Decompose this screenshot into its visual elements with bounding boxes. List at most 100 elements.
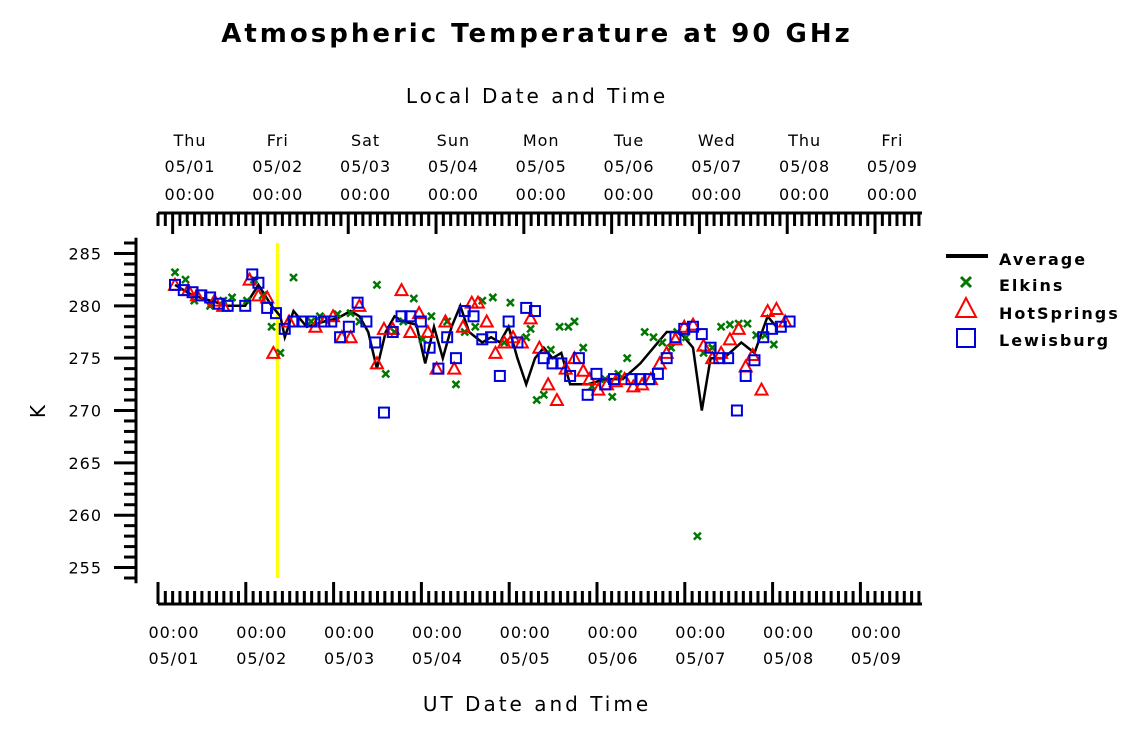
top-tick-time: 00:00 bbox=[164, 185, 215, 204]
elkins-point-stroke bbox=[555, 322, 564, 332]
lewisburg-point bbox=[377, 406, 390, 419]
bottom-tick-date: 05/05 bbox=[500, 649, 551, 668]
elkins-point bbox=[578, 343, 588, 353]
bottom-tick-time: 00:00 bbox=[851, 623, 902, 642]
lewisburg-point bbox=[204, 291, 217, 304]
elkins-point bbox=[681, 332, 691, 342]
elkins-point bbox=[532, 395, 542, 405]
lewisburg-point bbox=[476, 333, 489, 346]
legend-elkins-swatch bbox=[959, 275, 973, 289]
elkins-point bbox=[716, 322, 726, 332]
lewisburg-point bbox=[360, 315, 373, 328]
chart-title: Atmospheric Temperature at 90 GHz bbox=[221, 19, 853, 49]
elkins-point-stroke bbox=[442, 317, 452, 326]
elkins-point bbox=[725, 320, 735, 330]
legend-hotsprings-swatch bbox=[954, 295, 978, 318]
lewisburg-point bbox=[713, 352, 726, 365]
top-tick-day: Fri bbox=[267, 131, 289, 150]
elkins-point-stroke bbox=[532, 395, 542, 405]
lewisburg-point bbox=[177, 284, 190, 297]
lewisburg-point bbox=[608, 373, 620, 386]
bottom-tick-date: 05/06 bbox=[587, 649, 638, 668]
elkins-point bbox=[170, 267, 180, 277]
legend: Average Elkins HotSprings Lewisburg bbox=[946, 250, 1118, 350]
y-tick-label: 275 bbox=[68, 349, 102, 368]
hotsprings-point bbox=[470, 294, 486, 309]
bottom-tick-date: 05/01 bbox=[148, 649, 199, 668]
top-tick-day: Fri bbox=[881, 131, 903, 150]
hotsprings-point bbox=[768, 300, 785, 315]
elkins-point bbox=[227, 293, 237, 302]
bottom-tick-time: 00:00 bbox=[148, 623, 199, 642]
y-tick-label: 255 bbox=[68, 559, 102, 578]
lewisburg-point bbox=[651, 367, 664, 380]
elkins-point bbox=[607, 392, 617, 402]
bottom-tick-time: 00:00 bbox=[675, 623, 726, 642]
hotsprings-point bbox=[575, 362, 591, 377]
elkins-point bbox=[181, 275, 190, 285]
elkins-point-stroke bbox=[526, 324, 535, 334]
hotsprings-point bbox=[540, 376, 556, 391]
lewisburg-point bbox=[528, 305, 541, 318]
elkins-point-stroke bbox=[426, 311, 436, 321]
bottom-tick-time: 00:00 bbox=[324, 623, 375, 642]
elkins-point-stroke bbox=[306, 317, 316, 326]
legend-item-hotsprings: HotSprings bbox=[954, 295, 1118, 323]
top-tick-time: 00:00 bbox=[516, 185, 567, 204]
hotsprings-point bbox=[625, 378, 642, 393]
elkins-point bbox=[451, 379, 461, 389]
lewisburg-point bbox=[252, 276, 265, 289]
lewisburg-point bbox=[351, 296, 364, 309]
elkins-point-stroke bbox=[649, 332, 658, 342]
lewisburg-point bbox=[342, 320, 355, 333]
lewisburg-point bbox=[695, 328, 708, 341]
lewisburg-point bbox=[441, 331, 454, 344]
hotsprings-point bbox=[420, 323, 436, 338]
lewisburg-point bbox=[386, 325, 399, 338]
hotsprings-point bbox=[455, 318, 471, 333]
elkins-point-stroke bbox=[657, 338, 667, 347]
legend-item-lewisburg: Lewisburg bbox=[956, 328, 1108, 350]
bottom-tick-time: 00:00 bbox=[500, 623, 551, 642]
elkins-point-stroke bbox=[769, 340, 779, 349]
lewisburg-point bbox=[325, 315, 338, 328]
top-tick-time: 00:00 bbox=[603, 185, 654, 204]
lewisburg-point bbox=[757, 331, 770, 344]
hotsprings-point bbox=[393, 282, 410, 297]
y-tick-label: 280 bbox=[68, 297, 102, 316]
hotsprings-point bbox=[695, 337, 712, 352]
elkins-point bbox=[570, 317, 579, 326]
top-tick-day: Thu bbox=[172, 131, 206, 150]
elkins-point bbox=[769, 340, 779, 349]
lewisburg-point bbox=[305, 315, 318, 328]
elkins-point-stroke bbox=[570, 317, 579, 326]
top-tick-time: 00:00 bbox=[428, 185, 479, 204]
lewisburg-point bbox=[239, 299, 252, 312]
legend-average-label: Average bbox=[999, 250, 1087, 269]
lewisburg-point bbox=[669, 331, 682, 344]
elkins-point-stroke bbox=[227, 293, 237, 302]
lewisburg-point bbox=[783, 315, 796, 328]
lewisburg-point bbox=[572, 352, 585, 365]
bottom-tick-date: 05/03 bbox=[324, 649, 375, 668]
lewisburg-point bbox=[660, 352, 673, 365]
elkins-point-stroke bbox=[607, 392, 617, 402]
lewisburg-point bbox=[687, 320, 700, 333]
lewisburg-point bbox=[625, 373, 638, 386]
hotsprings-point bbox=[753, 381, 770, 396]
elkins-point bbox=[409, 294, 419, 303]
elkins-point-stroke bbox=[539, 390, 549, 400]
y-tick-label: 285 bbox=[68, 244, 102, 263]
elkins-point bbox=[622, 353, 632, 363]
lewisburg-point bbox=[581, 388, 594, 401]
hotsprings-point bbox=[250, 287, 267, 302]
elkins-point bbox=[546, 345, 556, 355]
legend-lewisburg-swatch bbox=[956, 328, 976, 348]
hotsprings-point bbox=[369, 355, 385, 370]
top-tick-day: Sun bbox=[437, 131, 470, 150]
elkins-point-stroke bbox=[381, 369, 391, 379]
elkins-point bbox=[381, 369, 391, 379]
hotsprings-point bbox=[342, 329, 359, 344]
top-tick-date: 05/05 bbox=[516, 157, 567, 176]
top-tick-date: 05/04 bbox=[428, 157, 479, 176]
